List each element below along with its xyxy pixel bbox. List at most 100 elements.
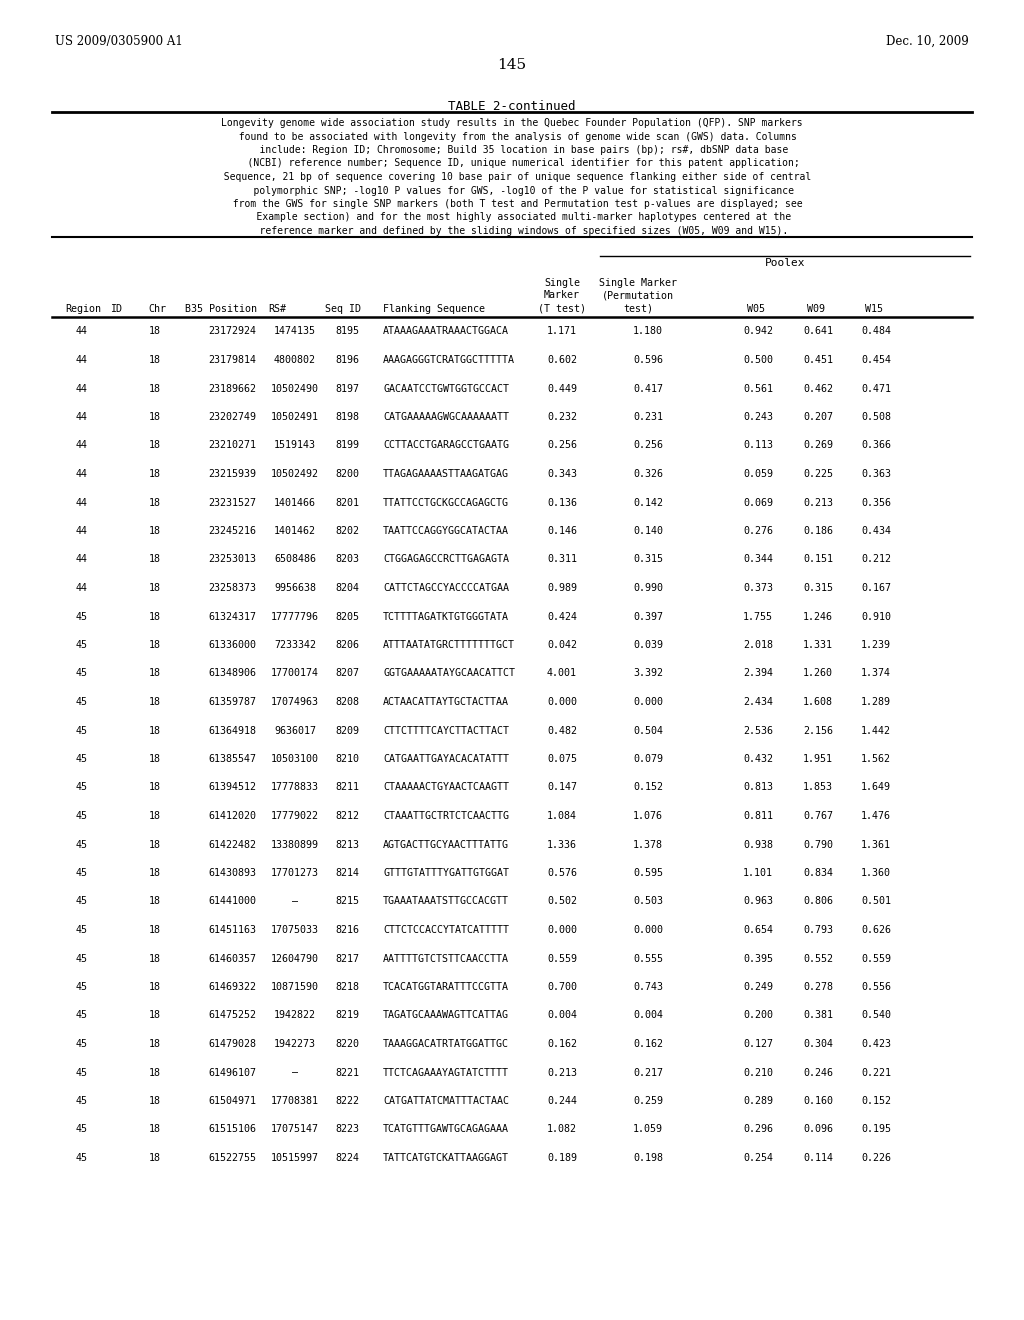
Text: 0.910: 0.910 — [861, 611, 891, 622]
Text: 18: 18 — [150, 583, 161, 593]
Text: 0.356: 0.356 — [861, 498, 891, 507]
Text: Region: Region — [65, 304, 101, 314]
Text: 45: 45 — [76, 1125, 88, 1134]
Text: 0.502: 0.502 — [547, 896, 577, 907]
Text: 0.813: 0.813 — [743, 783, 773, 792]
Text: 1.562: 1.562 — [861, 754, 891, 764]
Text: (T test): (T test) — [538, 304, 586, 314]
Text: CATTCTAGCCYACCCCATGAA: CATTCTAGCCYACCCCATGAA — [383, 583, 509, 593]
Text: 1.336: 1.336 — [547, 840, 577, 850]
Text: 0.462: 0.462 — [803, 384, 833, 393]
Text: 18: 18 — [150, 355, 161, 366]
Text: 0.381: 0.381 — [803, 1011, 833, 1020]
Text: from the GWS for single SNP markers (both T test and Permutation test p-values a: from the GWS for single SNP markers (bot… — [221, 199, 803, 209]
Text: AAAGAGGGTCRATGGCTTTTTA: AAAGAGGGTCRATGGCTTTTTA — [383, 355, 515, 366]
Text: 45: 45 — [76, 840, 88, 850]
Text: 7233342: 7233342 — [274, 640, 316, 649]
Text: 0.000: 0.000 — [633, 925, 663, 935]
Text: Marker: Marker — [544, 290, 580, 301]
Text: W15: W15 — [865, 304, 883, 314]
Text: 44: 44 — [76, 469, 88, 479]
Text: 0.152: 0.152 — [633, 783, 663, 792]
Text: 0.167: 0.167 — [861, 583, 891, 593]
Text: 0.641: 0.641 — [803, 326, 833, 337]
Text: 18: 18 — [150, 810, 161, 821]
Text: 9636017: 9636017 — [274, 726, 316, 735]
Text: 61385547: 61385547 — [208, 754, 256, 764]
Text: 1.076: 1.076 — [633, 810, 663, 821]
Text: 23253013: 23253013 — [208, 554, 256, 565]
Text: 10502490: 10502490 — [271, 384, 319, 393]
Text: 0.595: 0.595 — [633, 869, 663, 878]
Text: 18: 18 — [150, 640, 161, 649]
Text: 23202749: 23202749 — [208, 412, 256, 422]
Text: 0.162: 0.162 — [633, 1039, 663, 1049]
Text: TCTTTTAGATKTGTGGGTATA: TCTTTTAGATKTGTGGGTATA — [383, 611, 509, 622]
Text: 61324317: 61324317 — [208, 611, 256, 622]
Text: GGTGAAAAATAYGCAACATTCT: GGTGAAAAATAYGCAACATTCT — [383, 668, 515, 678]
Text: 0.039: 0.039 — [633, 640, 663, 649]
Text: Longevity genome wide association study results in the Quebec Founder Population: Longevity genome wide association study … — [221, 117, 803, 128]
Text: 1.180: 1.180 — [633, 326, 663, 337]
Text: 0.042: 0.042 — [547, 640, 577, 649]
Text: 0.743: 0.743 — [633, 982, 663, 993]
Text: 8200: 8200 — [335, 469, 359, 479]
Text: 45: 45 — [76, 869, 88, 878]
Text: 1401462: 1401462 — [274, 525, 316, 536]
Text: 23245216: 23245216 — [208, 525, 256, 536]
Text: reference marker and defined by the sliding windows of specified sizes (W05, W09: reference marker and defined by the slid… — [236, 226, 788, 236]
Text: 0.004: 0.004 — [633, 1011, 663, 1020]
Text: 17708381: 17708381 — [271, 1096, 319, 1106]
Text: 18: 18 — [150, 498, 161, 507]
Text: 0.938: 0.938 — [743, 840, 773, 850]
Text: Poolex: Poolex — [765, 259, 805, 268]
Text: 23179814: 23179814 — [208, 355, 256, 366]
Text: AGTGACTTGCYAACTTTATTG: AGTGACTTGCYAACTTTATTG — [383, 840, 509, 850]
Text: 45: 45 — [76, 953, 88, 964]
Text: 0.244: 0.244 — [547, 1096, 577, 1106]
Text: CCTTACCTGARAGCCTGAATG: CCTTACCTGARAGCCTGAATG — [383, 441, 509, 450]
Text: 17700174: 17700174 — [271, 668, 319, 678]
Text: 45: 45 — [76, 1152, 88, 1163]
Text: 1.084: 1.084 — [547, 810, 577, 821]
Text: 61394512: 61394512 — [208, 783, 256, 792]
Text: 0.059: 0.059 — [743, 469, 773, 479]
Text: 0.256: 0.256 — [547, 441, 577, 450]
Text: 8219: 8219 — [335, 1011, 359, 1020]
Text: 2.536: 2.536 — [743, 726, 773, 735]
Text: 0.366: 0.366 — [861, 441, 891, 450]
Text: (Permutation: (Permutation — [602, 290, 674, 301]
Text: 1.853: 1.853 — [803, 783, 833, 792]
Text: 10515997: 10515997 — [271, 1152, 319, 1163]
Text: 8207: 8207 — [335, 668, 359, 678]
Text: 17777796: 17777796 — [271, 611, 319, 622]
Text: 18: 18 — [150, 554, 161, 565]
Text: 1.289: 1.289 — [861, 697, 891, 708]
Text: 6508486: 6508486 — [274, 554, 316, 565]
Text: TGAAATAAATSTTGCCACGTT: TGAAATAAATSTTGCCACGTT — [383, 896, 509, 907]
Text: 0.790: 0.790 — [803, 840, 833, 850]
Text: 17074963: 17074963 — [271, 697, 319, 708]
Text: 1.171: 1.171 — [547, 326, 577, 337]
Text: 8222: 8222 — [335, 1096, 359, 1106]
Text: 8213: 8213 — [335, 840, 359, 850]
Text: 0.256: 0.256 — [633, 441, 663, 450]
Text: 18: 18 — [150, 1068, 161, 1077]
Text: 8216: 8216 — [335, 925, 359, 935]
Text: 13380899: 13380899 — [271, 840, 319, 850]
Text: 0.834: 0.834 — [803, 869, 833, 878]
Text: 0.363: 0.363 — [861, 469, 891, 479]
Text: 18: 18 — [150, 726, 161, 735]
Text: W09: W09 — [807, 304, 825, 314]
Text: 18: 18 — [150, 982, 161, 993]
Text: 0.254: 0.254 — [743, 1152, 773, 1163]
Text: 8214: 8214 — [335, 869, 359, 878]
Text: 18: 18 — [150, 611, 161, 622]
Text: 0.326: 0.326 — [633, 469, 663, 479]
Text: 0.451: 0.451 — [803, 355, 833, 366]
Text: 18: 18 — [150, 754, 161, 764]
Text: 61422482: 61422482 — [208, 840, 256, 850]
Text: 0.000: 0.000 — [547, 697, 577, 708]
Text: 61479028: 61479028 — [208, 1039, 256, 1049]
Text: 0.990: 0.990 — [633, 583, 663, 593]
